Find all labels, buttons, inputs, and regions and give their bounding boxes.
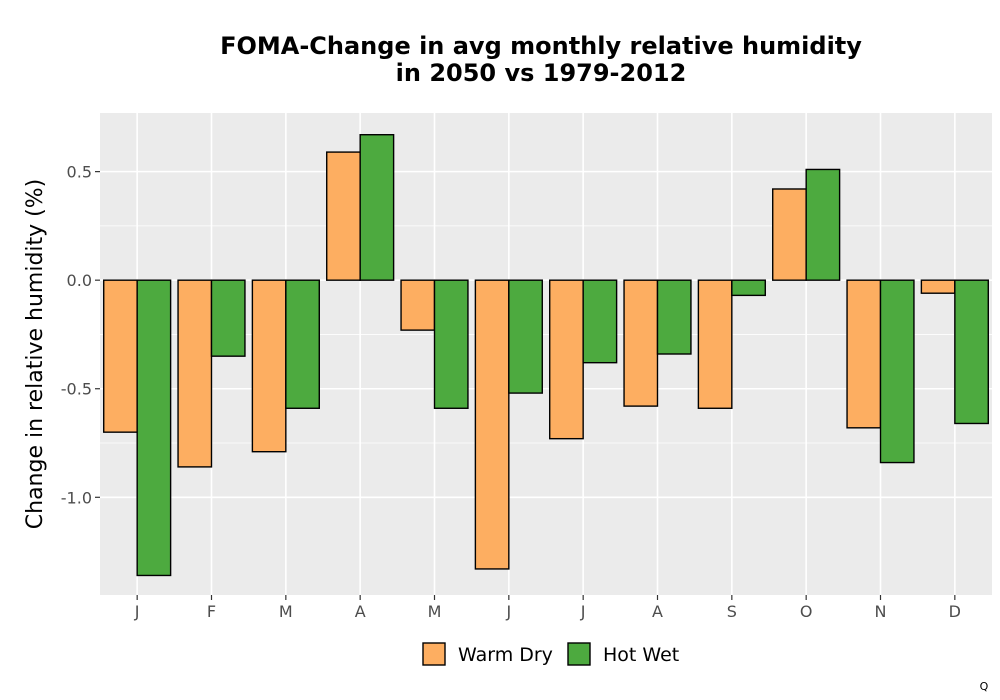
bar-hot-wet xyxy=(285,279,320,409)
legend-label: Hot Wet xyxy=(603,644,679,666)
x-tick-label: A xyxy=(652,602,663,621)
bar-warm-dry xyxy=(846,279,882,429)
legend-label: Warm Dry xyxy=(458,644,553,666)
chart-title-line2: in 2050 vs 1979-2012 xyxy=(396,59,687,87)
bar-warm-dry xyxy=(177,279,213,468)
caption: Q xyxy=(980,680,989,693)
bar-warm-dry xyxy=(400,279,436,331)
bar-hot-wet xyxy=(731,279,766,297)
y-tick-label: 0.5 xyxy=(67,163,92,182)
bar-hot-wet xyxy=(805,168,841,281)
bar-warm-dry xyxy=(103,279,138,433)
y-axis: 0.5 0.0 -0.5 -1.0 xyxy=(61,163,100,507)
chart-title-line1: FOMA-Change in avg monthly relative humi… xyxy=(220,32,862,60)
x-tick-label: D xyxy=(949,602,961,621)
x-tick-label: J xyxy=(580,602,586,621)
legend-key-warm-dry xyxy=(422,642,446,666)
x-tick-label: J xyxy=(134,602,140,621)
bar-hot-wet xyxy=(210,279,246,357)
plot-panel xyxy=(100,113,992,595)
bar-warm-dry xyxy=(549,279,584,440)
bar-warm-dry xyxy=(326,151,361,281)
bar-hot-wet xyxy=(136,279,172,577)
y-tick-label: 0.0 xyxy=(67,271,92,290)
bar-warm-dry xyxy=(251,279,287,453)
legend: Warm Dry Hot Wet xyxy=(422,642,679,666)
bar-warm-dry xyxy=(623,279,659,407)
x-tick-label: M xyxy=(279,602,293,621)
bar-warm-dry xyxy=(920,279,956,294)
x-tick-label: M xyxy=(428,602,442,621)
y-tick-label: -0.5 xyxy=(61,380,92,399)
x-tick-label: A xyxy=(355,602,366,621)
bars xyxy=(103,134,989,577)
bar-hot-wet xyxy=(656,279,692,355)
bar-hot-wet xyxy=(359,134,395,281)
bar-hot-wet xyxy=(954,279,989,425)
y-tick-label: -1.0 xyxy=(61,488,92,507)
x-tick-label: J xyxy=(505,602,511,621)
bar-hot-wet xyxy=(433,279,469,409)
x-tick-label: O xyxy=(800,602,813,621)
legend-key-hot-wet xyxy=(567,642,591,666)
bar-warm-dry xyxy=(697,279,733,409)
y-axis-title: Change in relative humidity (%) xyxy=(23,179,48,529)
minor-gridlines xyxy=(100,225,992,444)
bar-hot-wet xyxy=(508,279,543,394)
x-tick-label: S xyxy=(727,602,737,621)
bar-hot-wet xyxy=(879,279,915,464)
x-tick-label: N xyxy=(875,602,887,621)
x-tick-label: F xyxy=(207,602,216,621)
bar-hot-wet xyxy=(582,279,618,364)
bar-warm-dry xyxy=(772,188,807,281)
bar-warm-dry xyxy=(474,279,510,570)
